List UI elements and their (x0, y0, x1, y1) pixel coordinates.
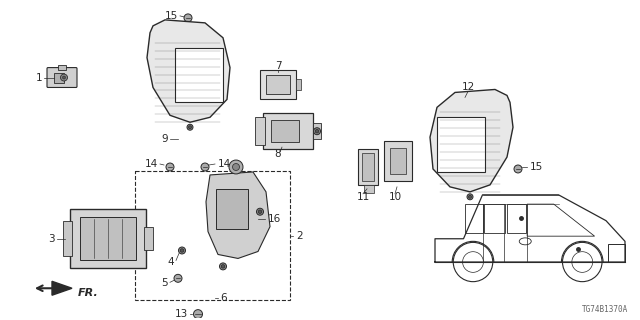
Bar (135, 171, 290, 300)
Text: 8: 8 (275, 149, 282, 159)
Bar (216, 189, 248, 228)
Bar (266, 75, 290, 94)
Text: 4: 4 (168, 257, 174, 268)
Bar (390, 148, 406, 174)
Text: 3: 3 (49, 234, 55, 244)
Text: 7: 7 (275, 60, 282, 71)
Bar (58, 65, 66, 69)
Circle shape (187, 124, 193, 130)
Bar (465, 204, 483, 233)
Circle shape (229, 160, 243, 174)
Bar (54, 73, 64, 83)
Circle shape (257, 208, 264, 215)
Bar (63, 221, 72, 256)
Bar (263, 113, 313, 149)
Text: 10: 10 (388, 192, 401, 202)
Bar (175, 48, 223, 102)
Text: 13: 13 (175, 309, 188, 319)
Bar (144, 227, 153, 251)
Text: 14: 14 (218, 159, 231, 169)
Bar (271, 120, 299, 142)
Circle shape (314, 128, 321, 135)
Circle shape (179, 247, 186, 254)
Circle shape (316, 130, 319, 133)
Bar (313, 123, 321, 139)
Circle shape (63, 76, 65, 79)
Circle shape (174, 274, 182, 282)
Bar (364, 185, 374, 193)
Circle shape (189, 126, 191, 129)
Text: 9: 9 (161, 134, 168, 144)
Bar (437, 117, 485, 172)
Text: TG74B1370A: TG74B1370A (582, 305, 628, 314)
FancyBboxPatch shape (47, 68, 77, 87)
Bar (484, 204, 506, 233)
Circle shape (259, 210, 262, 213)
Text: 11: 11 (356, 192, 370, 202)
Text: 6: 6 (220, 293, 227, 303)
Bar (507, 204, 526, 233)
Text: 14: 14 (145, 159, 158, 169)
Bar (296, 78, 301, 91)
Bar (358, 149, 378, 185)
Circle shape (468, 195, 472, 198)
Circle shape (221, 265, 225, 268)
Text: 12: 12 (461, 83, 475, 92)
Circle shape (232, 164, 239, 171)
Circle shape (180, 249, 184, 252)
Bar (608, 244, 625, 262)
Polygon shape (52, 281, 72, 295)
Bar (362, 153, 374, 181)
Circle shape (220, 263, 227, 270)
Circle shape (184, 14, 192, 22)
Circle shape (61, 74, 67, 81)
Text: FR.: FR. (78, 288, 99, 298)
Text: 16: 16 (268, 214, 281, 224)
Polygon shape (147, 20, 230, 122)
Text: 15: 15 (530, 162, 543, 172)
Circle shape (193, 310, 202, 319)
Bar (384, 141, 412, 181)
Text: 1: 1 (35, 73, 42, 83)
Text: 5: 5 (161, 278, 168, 288)
Bar (260, 69, 296, 100)
Circle shape (514, 165, 522, 173)
Text: 2: 2 (296, 231, 303, 241)
Bar (80, 217, 136, 260)
Bar (255, 117, 265, 145)
Bar (70, 209, 146, 268)
Circle shape (467, 194, 473, 200)
Polygon shape (430, 90, 513, 192)
Circle shape (201, 163, 209, 171)
Text: 15: 15 (164, 11, 178, 21)
Polygon shape (206, 172, 270, 259)
Circle shape (166, 163, 174, 171)
